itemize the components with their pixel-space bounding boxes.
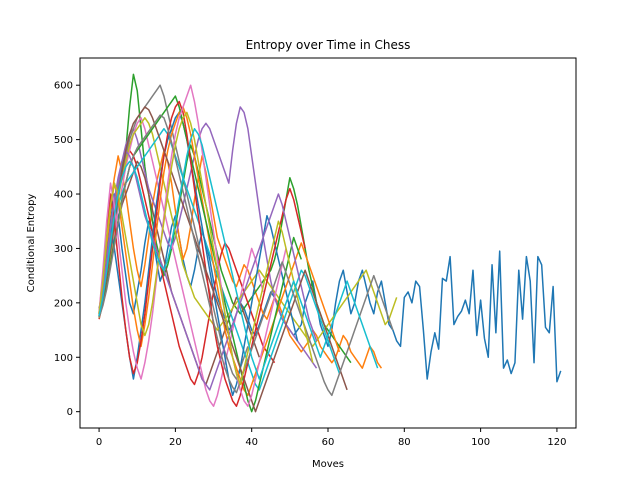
y-tick-label: 400	[54, 190, 73, 201]
series-line-20	[98, 127, 379, 380]
series-line-15	[98, 149, 318, 391]
series-line-19	[98, 111, 314, 386]
y-axis: 0 100 200 300 400 500 600	[54, 81, 80, 418]
x-tick-label: 60	[322, 437, 335, 448]
plot-area	[98, 73, 562, 413]
x-tick-label: 120	[547, 437, 566, 448]
y-tick-label: 0	[67, 407, 73, 418]
series-line-14	[98, 100, 306, 407]
y-tick-label: 100	[54, 353, 73, 364]
x-tick-label: 80	[398, 437, 411, 448]
series-line-5	[98, 106, 318, 369]
x-axis: 0 20 40 60 80 100 120	[96, 428, 566, 448]
series-line-9	[98, 117, 398, 348]
series-line-11	[98, 111, 299, 397]
x-tick-label: 100	[471, 437, 490, 448]
y-tick-label: 300	[54, 244, 73, 255]
x-tick-label: 40	[245, 437, 258, 448]
x-tick-label: 20	[169, 437, 182, 448]
x-axis-title: Moves	[312, 459, 344, 470]
y-tick-label: 200	[54, 298, 73, 309]
series-layer	[98, 73, 562, 413]
y-tick-label: 600	[54, 81, 73, 92]
series-line-16	[98, 106, 348, 413]
x-tick-label: 0	[96, 437, 102, 448]
chart-title: Entropy over Time in Chess	[246, 38, 411, 52]
series-line-12	[98, 106, 341, 397]
series-line-18	[98, 114, 394, 397]
series-line-3	[98, 73, 352, 364]
y-tick-label: 500	[54, 135, 73, 146]
series-line-17	[98, 84, 287, 407]
y-axis-title: Conditional Entropy	[26, 194, 37, 293]
